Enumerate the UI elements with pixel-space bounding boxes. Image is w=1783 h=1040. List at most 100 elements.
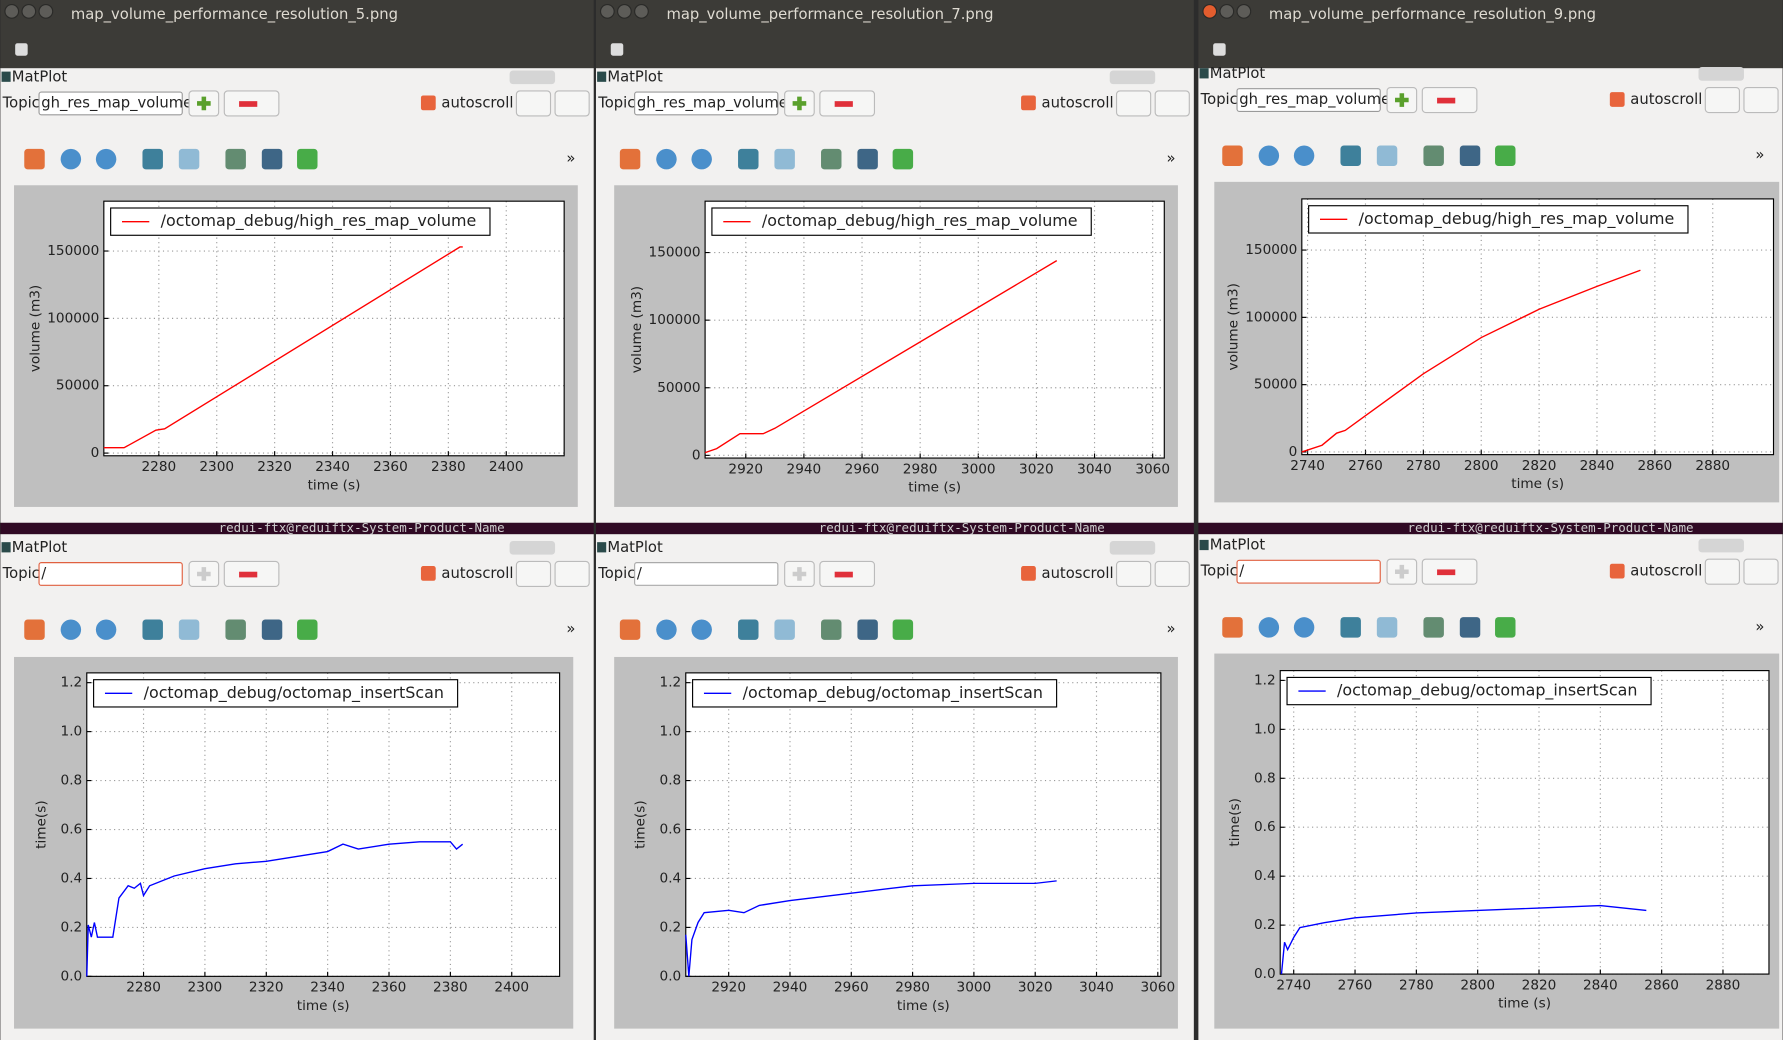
- toolbar-button[interactable]: [1495, 145, 1516, 166]
- clear-button[interactable]: [1154, 560, 1190, 588]
- pause-button[interactable]: [1704, 86, 1740, 114]
- toolbar-button[interactable]: [774, 619, 795, 640]
- toolbar-button[interactable]: [738, 619, 759, 640]
- window-button[interactable]: [617, 3, 632, 19]
- autoscroll-check[interactable]: [1609, 563, 1625, 579]
- toolbar-button[interactable]: [60, 148, 82, 170]
- window-button[interactable]: [38, 3, 54, 19]
- toolbar-button[interactable]: [24, 619, 45, 640]
- toolbar-button[interactable]: [656, 619, 677, 640]
- panel-icon: [1, 542, 11, 553]
- autoscroll-check[interactable]: [420, 95, 436, 111]
- toolbar-button[interactable]: [1293, 145, 1315, 166]
- toolbar-button[interactable]: [142, 148, 163, 170]
- y-tick-label: 0.4: [660, 870, 682, 886]
- toolbar-button[interactable]: [225, 619, 246, 640]
- y-tick-label: 0.4: [61, 870, 83, 886]
- y-tick-label: 150000: [1245, 242, 1297, 258]
- topic-input[interactable]: [1236, 88, 1381, 112]
- toolbar-button[interactable]: [1376, 617, 1398, 638]
- toolbar-button[interactable]: [1222, 145, 1243, 166]
- y-tick-label: 1.0: [61, 724, 83, 740]
- toolbar-button[interactable]: [656, 148, 677, 170]
- pause-button[interactable]: [1115, 560, 1152, 588]
- toolbar-button[interactable]: [1459, 145, 1481, 166]
- toolbar-button[interactable]: [857, 148, 878, 170]
- toolbar-button[interactable]: [1222, 617, 1243, 638]
- y-tick-label: 0.6: [1254, 819, 1276, 835]
- topic-input[interactable]: [634, 91, 779, 116]
- window-button[interactable]: [599, 3, 615, 19]
- toolbar-button[interactable]: [821, 148, 842, 170]
- toolbar-button[interactable]: [892, 619, 914, 640]
- clear-button[interactable]: [554, 560, 590, 588]
- topic-input[interactable]: [38, 562, 183, 586]
- topic-value: /: [637, 565, 642, 582]
- data-line: [86, 841, 464, 977]
- toolbar-button[interactable]: [1340, 617, 1361, 638]
- title-bar: [1198, 0, 1783, 71]
- toolbar-button[interactable]: [1293, 617, 1315, 638]
- topic-value: /: [41, 565, 46, 582]
- toolbar-button[interactable]: [1459, 617, 1481, 638]
- toolbar-button[interactable]: [691, 148, 712, 170]
- x-tick-label: 2960: [834, 980, 869, 996]
- toolbar-button[interactable]: [774, 148, 795, 170]
- toolbar-button[interactable]: [24, 148, 45, 170]
- clear-button[interactable]: [1154, 90, 1190, 117]
- x-tick-label: 2760: [1338, 977, 1373, 993]
- topic-input[interactable]: [634, 562, 779, 586]
- autoscroll-check[interactable]: [1021, 95, 1036, 111]
- topic-input[interactable]: [38, 91, 183, 116]
- toolbar-button[interactable]: [297, 148, 318, 170]
- legend-label: /octomap_debug/high_res_map_volume: [762, 211, 1078, 231]
- toolbar-button[interactable]: [297, 619, 318, 640]
- window-button[interactable]: [4, 3, 20, 19]
- toolbar-button[interactable]: [178, 619, 200, 640]
- autoscroll-check[interactable]: [420, 566, 436, 581]
- topic-value: gh_res_map_volume: [41, 94, 192, 111]
- window-button[interactable]: [1219, 3, 1235, 19]
- toolbar-button[interactable]: [261, 619, 283, 640]
- pause-button[interactable]: [1115, 90, 1152, 117]
- topic-input[interactable]: [1236, 559, 1381, 584]
- toolbar-button[interactable]: [60, 619, 82, 640]
- window-button[interactable]: [1236, 3, 1252, 19]
- pause-button[interactable]: [1704, 558, 1740, 585]
- toolbar-button[interactable]: [142, 619, 163, 640]
- pause-button[interactable]: [515, 90, 552, 117]
- plot-frame: [1279, 670, 1770, 975]
- toolbar-button[interactable]: [857, 619, 878, 640]
- clear-button[interactable]: [1743, 86, 1779, 114]
- autoscroll-check[interactable]: [1609, 92, 1625, 107]
- window-title: map_volume_performance_resolution_9.png: [1269, 6, 1596, 23]
- toolbar-button[interactable]: [691, 619, 712, 640]
- x-tick-label: 2320: [257, 459, 292, 475]
- toolbar-button[interactable]: [821, 619, 842, 640]
- pause-button[interactable]: [515, 560, 552, 588]
- toolbar-button[interactable]: [1376, 145, 1398, 166]
- toolbar-button[interactable]: [95, 619, 117, 640]
- window-button[interactable]: [21, 3, 37, 19]
- y-tick-label: 100000: [47, 310, 99, 326]
- window-button[interactable]: [1202, 3, 1218, 19]
- toolbar-button[interactable]: [95, 148, 117, 170]
- toolbar-button[interactable]: [619, 148, 641, 170]
- toolbar-button[interactable]: [225, 148, 246, 170]
- toolbar-button[interactable]: [619, 619, 641, 640]
- clear-button[interactable]: [554, 90, 590, 117]
- toolbar-button[interactable]: [1495, 617, 1516, 638]
- toolbar-button[interactable]: [738, 148, 759, 170]
- toolbar-button[interactable]: [1258, 145, 1280, 166]
- window-button[interactable]: [634, 3, 649, 19]
- toolbar-button[interactable]: [892, 148, 914, 170]
- toolbar-overflow: »: [1755, 147, 1764, 164]
- toolbar-button[interactable]: [261, 148, 283, 170]
- toolbar-button[interactable]: [1423, 617, 1444, 638]
- toolbar-button[interactable]: [1423, 145, 1444, 166]
- toolbar-button[interactable]: [178, 148, 200, 170]
- toolbar-button[interactable]: [1258, 617, 1280, 638]
- autoscroll-check[interactable]: [1021, 566, 1036, 581]
- clear-button[interactable]: [1743, 558, 1779, 585]
- toolbar-button[interactable]: [1340, 145, 1361, 166]
